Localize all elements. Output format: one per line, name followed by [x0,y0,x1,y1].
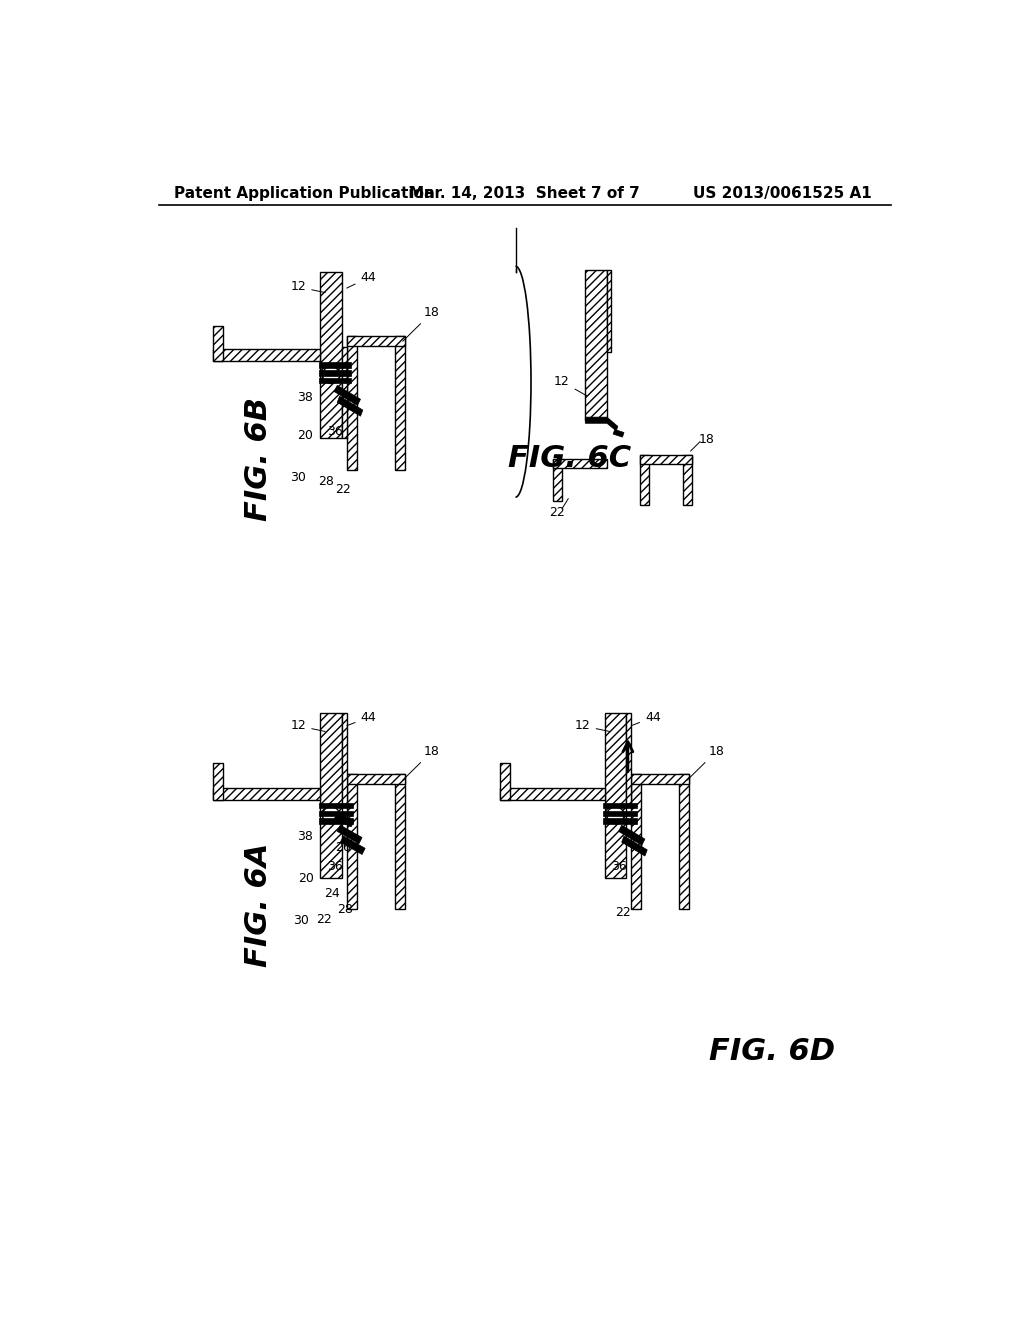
Text: 44: 44 [631,711,660,726]
Bar [683,455,692,506]
Text: 18: 18 [402,744,440,780]
Polygon shape [334,813,354,826]
Bar [631,775,641,909]
Bar [607,271,611,352]
Bar [500,763,510,800]
Text: 26: 26 [336,841,351,854]
Bar [640,455,649,506]
Text: 18: 18 [698,433,714,446]
Bar [346,335,356,470]
Polygon shape [318,810,352,816]
Bar [640,455,692,465]
Circle shape [607,807,624,824]
Polygon shape [618,825,645,845]
Bar [213,788,321,800]
Polygon shape [603,810,637,816]
Text: 36: 36 [327,861,343,874]
Text: FIG. 6D: FIG. 6D [710,1038,836,1067]
Polygon shape [318,378,351,383]
Text: 36: 36 [611,861,628,874]
Bar [213,350,321,360]
Polygon shape [603,803,637,808]
Text: 22: 22 [335,483,350,496]
Polygon shape [318,370,351,376]
Text: 20: 20 [297,429,312,442]
Text: Patent Application Publication: Patent Application Publication [174,186,435,201]
Text: FIG. 6B: FIG. 6B [245,397,273,520]
Polygon shape [337,825,362,843]
Text: 38: 38 [297,391,312,404]
Bar [394,335,404,470]
Text: FIG. 6A: FIG. 6A [245,843,273,968]
Text: 12: 12 [574,719,609,733]
Text: FIG. 6C: FIG. 6C [508,445,631,473]
Text: 22: 22 [549,506,564,519]
Text: 44: 44 [347,271,376,288]
Bar [604,713,627,878]
Text: 30: 30 [293,915,309,927]
Bar [553,459,562,502]
Polygon shape [603,818,637,824]
Text: 28: 28 [337,903,353,916]
Bar [213,763,223,800]
Text: US 2013/0061525 A1: US 2013/0061525 A1 [693,186,872,201]
Polygon shape [318,803,352,808]
Text: 38: 38 [297,829,312,842]
Bar [586,271,607,420]
Circle shape [323,807,340,824]
Text: 20: 20 [298,871,314,884]
Text: 28: 28 [318,475,335,488]
Polygon shape [340,836,366,854]
Bar [346,335,404,346]
Polygon shape [622,836,647,857]
Polygon shape [586,417,617,430]
Text: 30: 30 [291,471,306,484]
Bar [321,272,342,438]
Bar [627,713,631,804]
Text: 18: 18 [687,744,724,780]
Text: 18: 18 [402,306,440,342]
Circle shape [323,367,340,384]
Polygon shape [318,818,352,824]
Text: Mar. 14, 2013  Sheet 7 of 7: Mar. 14, 2013 Sheet 7 of 7 [410,186,640,201]
Bar [631,775,689,784]
Bar [553,459,607,469]
Text: 12: 12 [291,280,326,293]
Bar [346,775,356,909]
Text: 24: 24 [324,887,340,900]
Text: 22: 22 [615,907,631,920]
Bar [213,326,223,360]
Polygon shape [613,429,624,437]
Bar [500,788,604,800]
Polygon shape [318,363,351,368]
Bar [394,775,404,909]
Bar [321,713,342,878]
Bar [679,775,689,909]
Text: 44: 44 [347,711,376,726]
Polygon shape [334,385,360,405]
Text: 36: 36 [327,425,343,438]
Text: 12: 12 [554,375,587,396]
Bar [346,775,404,784]
Text: 12: 12 [291,719,326,733]
Bar [342,347,346,438]
Polygon shape [337,396,362,416]
Bar [342,713,346,804]
Text: 22: 22 [316,912,332,925]
